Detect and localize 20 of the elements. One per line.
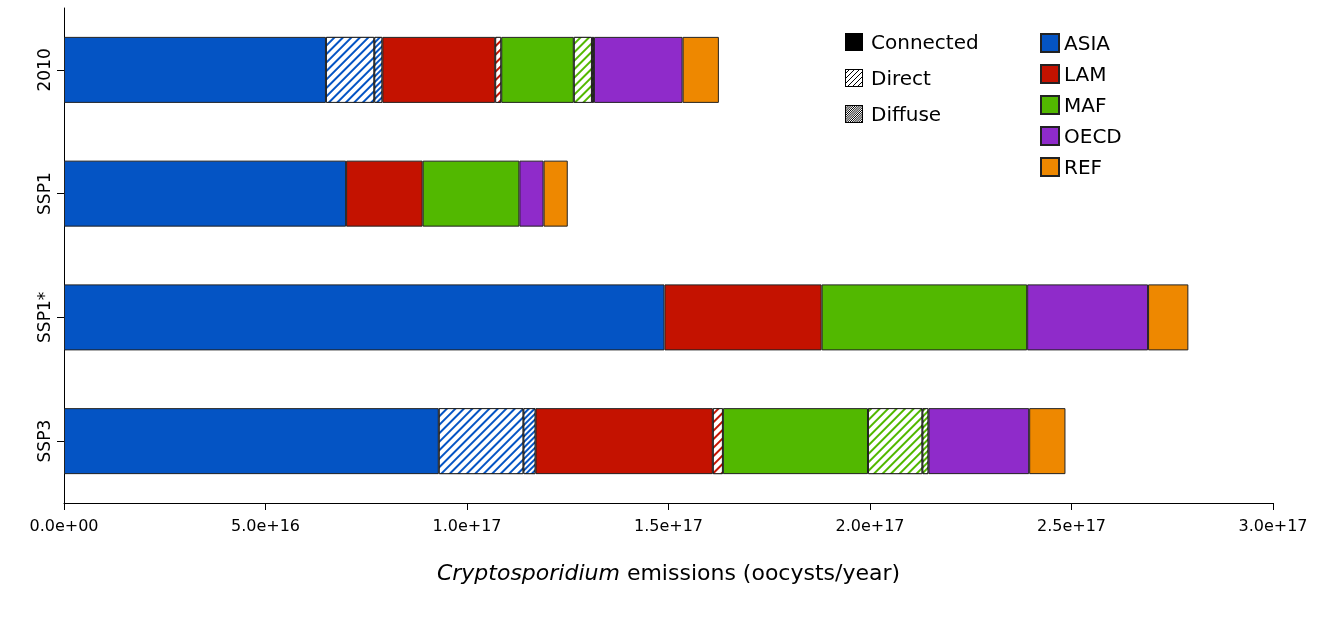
y-tick-label: 2010 xyxy=(33,48,54,92)
x-tick-label: 2.0e+17 xyxy=(835,515,905,535)
legend-label: REF xyxy=(1064,155,1103,179)
legend-label: ASIA xyxy=(1064,31,1111,55)
legend-label: MAF xyxy=(1064,93,1107,117)
x-axis-title: Cryptosporidium emissions (oocysts/year) xyxy=(436,559,901,585)
legend-label: OECD xyxy=(1064,124,1122,148)
x-tick-label: 1.0e+17 xyxy=(432,515,502,535)
x-tick-label: 2.5e+17 xyxy=(1036,515,1107,535)
y-tick-label: SSP3 xyxy=(33,419,54,463)
x-tick-label: 1.5e+17 xyxy=(633,515,704,535)
legend-label: LAM xyxy=(1064,62,1107,86)
annotation: Direct xyxy=(871,66,931,90)
y-tick-label: SSP1* xyxy=(33,291,54,343)
annotation: Connected xyxy=(871,30,979,54)
annotation: Diffuse xyxy=(871,102,942,126)
x-tick-label: 3.0e+17 xyxy=(1238,515,1308,535)
x-tick-label: 0.0e+00 xyxy=(29,515,99,535)
y-tick-label: SSP1 xyxy=(33,172,54,215)
x-tick-label: 5.0e+16 xyxy=(230,515,301,535)
